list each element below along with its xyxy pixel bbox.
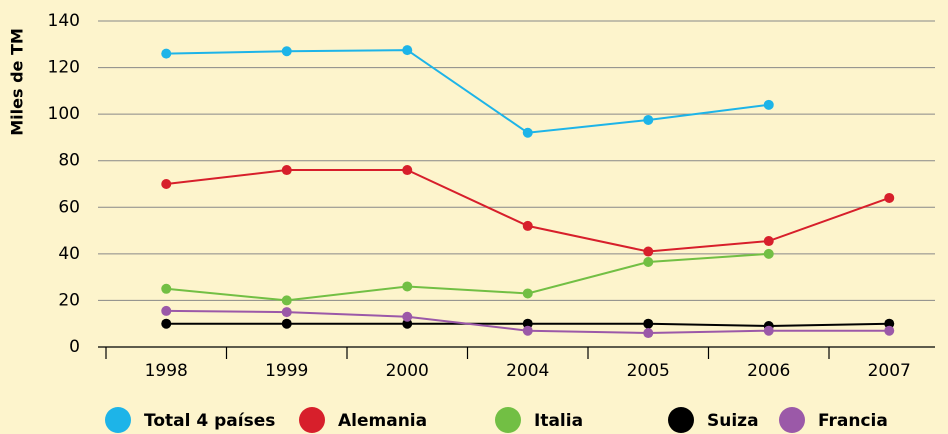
- series-line: [166, 252, 769, 302]
- data-point: [884, 325, 895, 336]
- data-point: [161, 305, 172, 316]
- data-point: [763, 99, 774, 110]
- legend-label: Alemania: [338, 411, 427, 431]
- data-point: [402, 281, 413, 292]
- y-tick-label: 140: [48, 11, 80, 31]
- data-point: [522, 288, 533, 299]
- x-tick-label: 2007: [868, 361, 911, 381]
- data-point: [884, 192, 895, 203]
- y-tick-label: 60: [58, 197, 80, 217]
- data-point: [402, 318, 413, 329]
- data-point: [281, 307, 292, 318]
- x-tick-label: 2006: [747, 361, 790, 381]
- x-tick-label: 2000: [386, 361, 429, 381]
- data-point: [161, 179, 172, 189]
- data-point: [522, 127, 533, 138]
- data-point: [884, 318, 895, 329]
- data-point: [643, 114, 654, 125]
- data-point: [281, 46, 292, 57]
- data-point: [402, 311, 413, 322]
- y-tick-label: 40: [58, 244, 80, 264]
- data-point: [522, 220, 533, 231]
- data-point: [643, 318, 654, 329]
- legend-label: Francia: [818, 411, 888, 431]
- data-point: [161, 318, 172, 329]
- y-axis-title: Miles de TM: [8, 28, 27, 136]
- legend-marker: [495, 407, 521, 433]
- data-point: [402, 45, 413, 56]
- data-point: [763, 236, 774, 247]
- x-tick-label: 1999: [265, 361, 308, 381]
- y-tick-label: 100: [48, 104, 80, 124]
- x-tick-label: 2005: [627, 361, 670, 381]
- data-point: [161, 48, 172, 59]
- data-point: [522, 325, 533, 336]
- data-point: [281, 165, 292, 176]
- data-point: [643, 328, 654, 339]
- x-tick-label: 2004: [506, 361, 549, 381]
- legend-marker: [105, 407, 131, 433]
- x-tick-label: 1998: [145, 361, 188, 381]
- data-point: [522, 318, 533, 329]
- data-point: [281, 295, 292, 306]
- data-point: [161, 283, 172, 294]
- legend-label: Italia: [534, 411, 583, 431]
- data-point: [763, 248, 774, 259]
- data-point: [281, 318, 292, 329]
- y-tick-label: 20: [58, 290, 80, 310]
- y-tick-label: 80: [58, 151, 80, 171]
- series-line: [166, 49, 769, 134]
- legend-marker: [299, 407, 325, 433]
- legend-label: Suiza: [707, 411, 759, 431]
- y-tick-label: 0: [69, 337, 80, 357]
- data-point: [643, 257, 654, 268]
- data-point: [763, 325, 774, 336]
- legend-marker: [668, 407, 694, 433]
- data-point: [643, 246, 654, 257]
- legend-label: Total 4 países: [144, 411, 275, 431]
- y-tick-label: 120: [48, 58, 80, 78]
- legend-marker: [779, 407, 805, 433]
- data-point: [402, 165, 413, 176]
